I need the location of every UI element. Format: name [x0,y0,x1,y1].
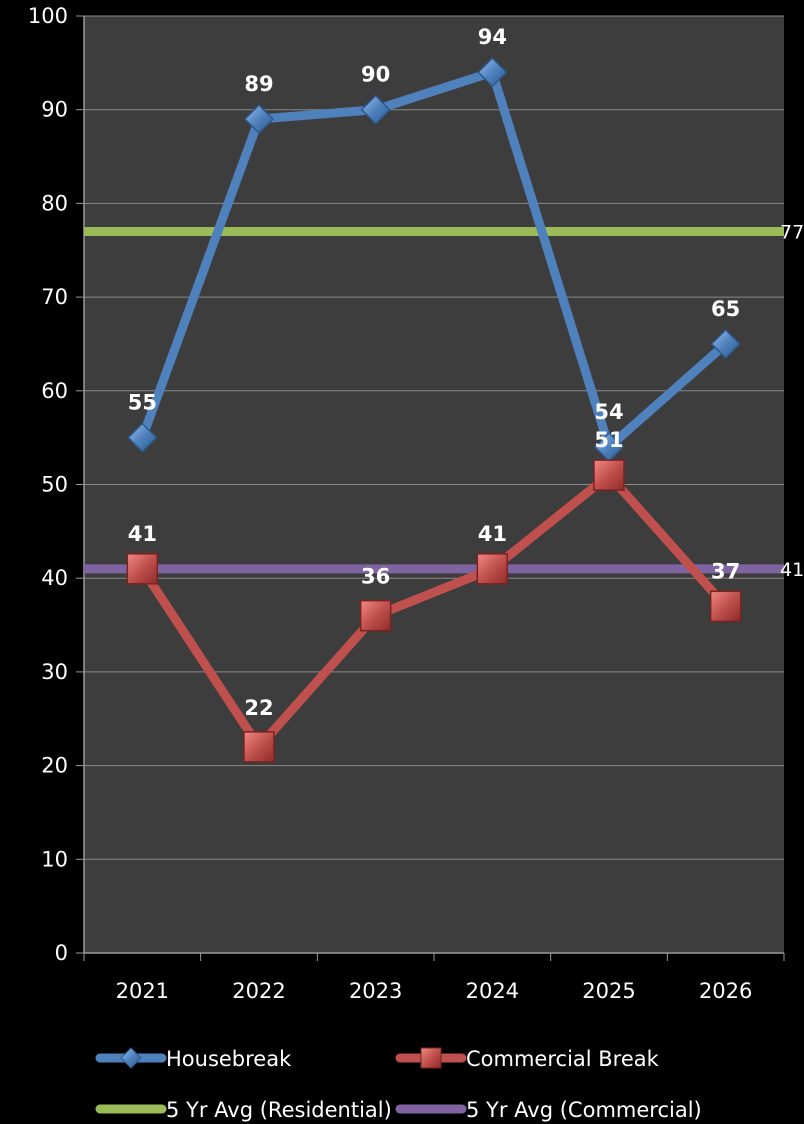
data-point-0 [360,94,391,125]
legend-label: Housebreak [166,1047,292,1071]
legend-item: Housebreak [95,1047,292,1071]
y-axis-tick-labels: 0 10 20 30 40 50 60 70 80 90 100 [28,4,68,965]
data-label: 65 [711,297,740,321]
axes [76,15,785,961]
legend-label: Commercial Break [466,1047,660,1071]
y-tick-label: 80 [41,191,68,215]
data-point-0 [243,104,275,135]
y-tick-label: 10 [41,847,68,871]
data-labels: 55 89 90 94 54 65 41 22 36 41 51 37 [128,25,741,720]
series-lines [137,67,731,752]
legend-marker [420,1047,442,1069]
y-tick-label: 30 [41,660,68,684]
legend-item: Commercial Break [395,1047,660,1071]
x-tick-label: 2026 [699,979,752,1003]
x-tick-label: 2022 [232,979,285,1003]
series-line-0 [137,67,731,452]
y-tick-label: 0 [55,941,68,965]
data-label: 22 [244,696,273,720]
legend-item: 5 Yr Avg (Residential) [95,1098,392,1122]
legend-item: 5 Yr Avg (Commercial) [395,1098,702,1122]
y-tick-label: 60 [41,379,68,403]
x-tick-label: 2021 [116,979,169,1003]
data-label: 51 [594,428,623,452]
reference-line-label: 77 [780,222,804,244]
data-point-0 [477,57,508,88]
data-point-1 [243,731,275,763]
y-tick-label: 40 [41,566,68,590]
data-label: 36 [361,565,390,589]
reference-lines: 77 41 [84,222,804,581]
data-label: 41 [478,522,507,546]
data-point-0 [127,422,158,453]
data-point-1 [476,553,509,585]
x-tick-label: 2025 [582,979,635,1003]
data-label: 41 [128,522,157,546]
data-point-1 [593,459,625,491]
data-point-1 [126,553,159,585]
y-tick-label: 20 [41,754,68,778]
x-axis-tick-labels: 2021 2022 2023 2024 2025 2026 [116,979,753,1003]
data-label: 89 [244,72,273,96]
y-tick-label: 70 [41,285,68,309]
series-line-1 [137,470,731,752]
data-point-1 [709,590,742,623]
data-point-1 [359,599,392,632]
y-tick-label: 100 [28,4,68,28]
legend-label: 5 Yr Avg (Residential) [166,1098,392,1122]
y-tick-label: 50 [41,473,68,497]
data-point-0 [710,328,741,360]
data-label: 54 [594,400,623,424]
legend: Housebreak Commercial Break 5 Yr Avg (Resi… [95,1047,702,1122]
gridlines [84,15,784,860]
reference-line-label: 41 [780,559,804,581]
data-label: 94 [478,25,507,49]
legend-label: 5 Yr Avg (Commercial) [466,1098,702,1122]
x-tick-label: 2024 [466,979,519,1003]
y-tick-label: 90 [41,98,68,122]
series-markers [126,57,742,763]
x-tick-label: 2023 [349,979,402,1003]
legend-marker [120,1047,142,1069]
data-label: 90 [361,63,390,87]
data-label: 37 [711,559,740,583]
data-label: 55 [128,391,157,415]
